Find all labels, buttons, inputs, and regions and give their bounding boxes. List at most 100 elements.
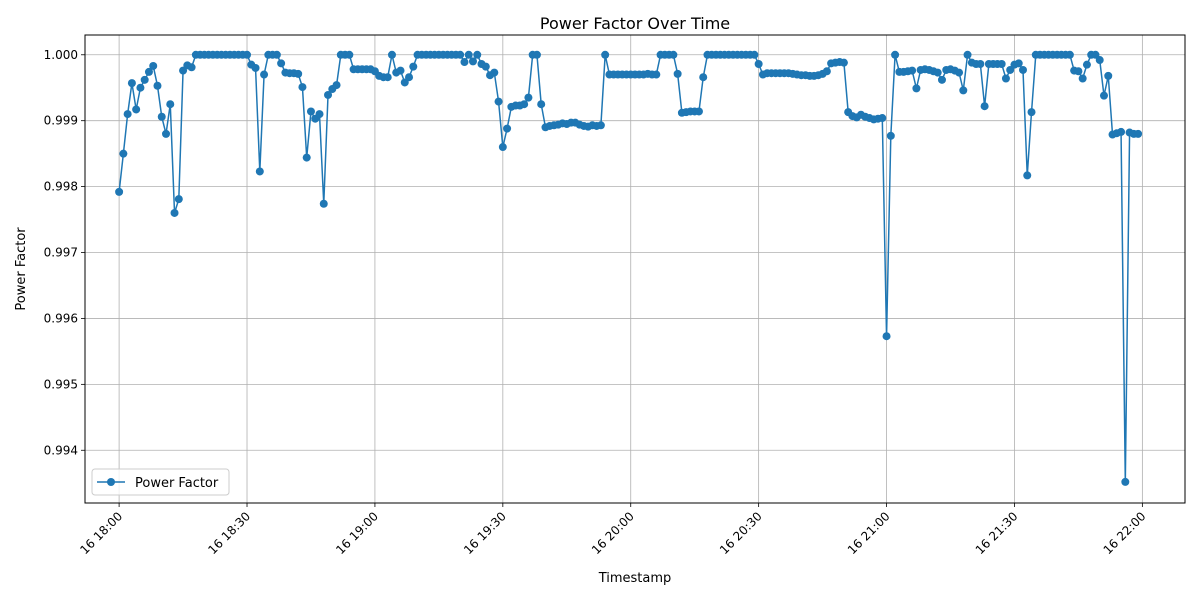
data-point <box>332 81 341 90</box>
data-point <box>494 97 503 106</box>
data-point <box>1023 171 1032 180</box>
data-point <box>955 68 964 77</box>
power-factor-points <box>115 50 1143 486</box>
y-tick-label: 0.998 <box>44 180 78 194</box>
data-point <box>324 90 333 99</box>
data-point <box>503 124 512 133</box>
series-power-factor <box>115 50 1143 486</box>
data-point <box>260 70 269 79</box>
data-point <box>1104 71 1113 80</box>
x-axis-title: Timestamp <box>598 571 672 586</box>
data-point <box>468 57 477 66</box>
data-point <box>136 83 145 92</box>
y-axis-ticks: 0.994 0.995 0.996 0.997 0.998 0.999 1.000 <box>44 48 85 457</box>
data-point <box>891 50 900 59</box>
data-point <box>319 199 328 208</box>
data-point <box>149 61 158 70</box>
data-point <box>1001 74 1010 83</box>
data-point <box>963 50 972 59</box>
data-point <box>1099 91 1108 100</box>
data-point <box>1078 74 1087 83</box>
data-point <box>187 63 196 72</box>
data-point <box>822 67 831 76</box>
data-point <box>878 114 887 123</box>
data-point <box>405 73 414 82</box>
data-point <box>524 93 533 102</box>
data-point <box>277 59 286 68</box>
data-point <box>115 187 124 196</box>
data-point <box>652 70 661 79</box>
data-point <box>997 60 1006 68</box>
data-point <box>298 83 307 92</box>
y-tick-label: 0.996 <box>44 311 78 325</box>
data-point <box>532 50 541 59</box>
data-point <box>157 112 166 121</box>
data-point <box>243 50 252 59</box>
data-point <box>490 68 499 77</box>
data-point <box>839 58 848 67</box>
data-point <box>302 153 311 162</box>
data-point <box>537 100 546 109</box>
data-point <box>601 50 610 59</box>
y-tick-label: 0.997 <box>44 246 78 260</box>
data-point <box>144 67 153 76</box>
data-point <box>140 75 149 84</box>
data-point <box>464 50 473 59</box>
grid-lines <box>85 35 1185 503</box>
data-point <box>119 149 128 158</box>
data-point <box>1014 59 1023 68</box>
data-point <box>912 84 921 93</box>
y-axis-title: Power Factor <box>14 227 29 311</box>
data-point <box>123 110 132 119</box>
y-tick-label: 0.994 <box>44 443 78 457</box>
legend-marker-swatch <box>107 478 115 486</box>
data-point <box>170 208 179 217</box>
legend-label: Power Factor <box>135 476 219 491</box>
data-point <box>153 81 162 90</box>
y-tick-label: 0.995 <box>44 377 78 391</box>
data-point <box>886 131 895 140</box>
data-point <box>908 66 917 75</box>
data-point <box>596 121 605 130</box>
data-point <box>473 50 482 59</box>
data-point <box>1134 129 1143 138</box>
data-point <box>132 105 141 114</box>
data-point <box>315 110 324 119</box>
data-point <box>481 62 490 71</box>
data-point <box>1027 108 1036 117</box>
data-point <box>933 68 942 77</box>
data-point <box>127 79 136 88</box>
legend: Power Factor <box>91 468 230 496</box>
data-point <box>396 66 405 75</box>
data-point <box>460 58 469 67</box>
data-point <box>1095 56 1104 65</box>
data-point <box>754 60 763 68</box>
data-point <box>520 100 529 109</box>
data-point <box>251 63 260 72</box>
data-point <box>980 102 989 111</box>
data-point <box>498 143 507 152</box>
chart-title: Power Factor Over Time <box>540 14 730 33</box>
data-point <box>1065 50 1074 59</box>
data-point <box>387 50 396 59</box>
data-point <box>1074 67 1083 76</box>
data-point <box>162 129 171 138</box>
y-tick-label: 1.000 <box>44 48 78 62</box>
data-point <box>669 50 678 59</box>
data-point <box>750 50 759 59</box>
data-point <box>1121 477 1130 486</box>
data-point <box>306 107 315 116</box>
legend-box <box>91 468 230 496</box>
data-point <box>255 167 264 176</box>
y-tick-label: 0.999 <box>44 114 78 128</box>
data-point <box>456 50 465 59</box>
data-point <box>699 73 708 82</box>
data-point <box>166 100 175 109</box>
data-point <box>694 107 703 116</box>
data-point <box>976 60 985 68</box>
data-point <box>272 50 281 59</box>
data-point <box>174 195 183 204</box>
data-point <box>383 73 392 82</box>
